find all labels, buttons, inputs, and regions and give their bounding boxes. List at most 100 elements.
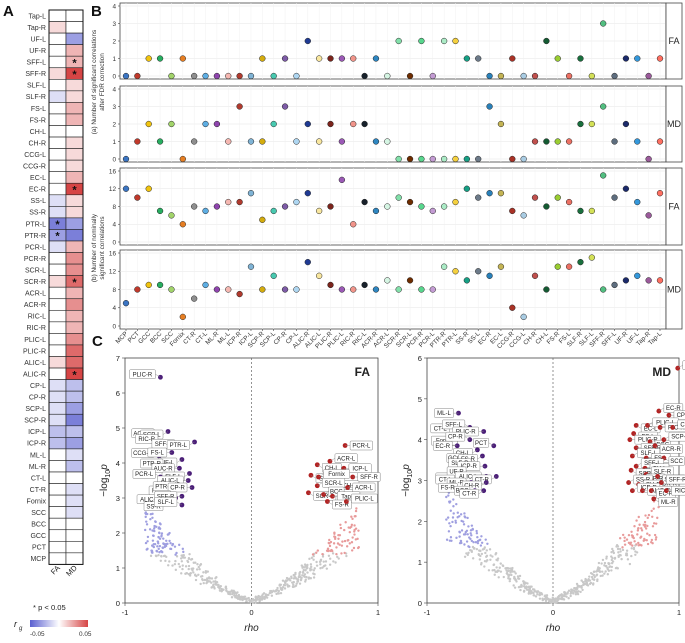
dot-Tap-R	[645, 72, 652, 80]
background-point	[341, 540, 344, 543]
y-tick-label: 16	[109, 250, 117, 257]
dot-ALIC-R	[304, 120, 311, 128]
background-point	[340, 552, 343, 555]
background-point	[331, 552, 335, 555]
background-point	[181, 564, 184, 567]
background-point	[589, 581, 593, 585]
background-point	[275, 592, 278, 596]
background-point	[502, 575, 505, 579]
background-point	[160, 535, 163, 538]
background-point	[644, 523, 647, 526]
background-point	[183, 556, 187, 559]
heatmap-cell	[48, 344, 67, 357]
point-label: CCG-R	[133, 451, 153, 457]
point-label: SCR-L	[316, 494, 335, 500]
y-tick-label: 4	[112, 222, 116, 229]
y-tick-label: 1	[112, 56, 116, 63]
label-leader	[632, 452, 638, 457]
background-point	[541, 598, 544, 602]
background-point	[354, 509, 358, 513]
point-label: SLF-L	[158, 500, 175, 506]
background-point	[155, 525, 158, 528]
background-point	[158, 544, 162, 548]
heatmap-row-label: SLF-L	[27, 83, 46, 90]
heatmap-cell	[65, 229, 84, 242]
background-point	[334, 561, 337, 564]
background-point	[322, 560, 325, 563]
background-point	[157, 547, 160, 551]
point-label-box	[132, 469, 156, 479]
background-point	[237, 595, 240, 598]
dot-SCR-R	[395, 155, 402, 163]
background-point	[296, 579, 300, 582]
background-point	[166, 533, 170, 536]
background-point	[157, 527, 160, 530]
background-point	[513, 586, 517, 589]
background-point	[574, 593, 578, 596]
heatmap-row-label: ML-L	[30, 452, 46, 459]
point-label: PTR-R	[155, 484, 174, 490]
heatmap-cell	[65, 448, 84, 461]
heatmap-row-label: ACR-L	[25, 291, 46, 298]
background-point	[196, 563, 199, 566]
dot-SCC	[168, 72, 175, 80]
background-point	[225, 589, 228, 592]
point-label: ALIC-L	[459, 474, 478, 480]
dot-Tap-L	[656, 190, 664, 197]
heatmap-cell	[48, 471, 67, 484]
highlight-point	[633, 422, 639, 428]
background-point	[347, 526, 350, 529]
background-point	[151, 539, 155, 542]
heatmap-cell	[65, 217, 84, 230]
dot-SLF-R	[577, 207, 584, 215]
background-point	[212, 583, 215, 586]
heatmap-cell	[65, 136, 84, 149]
dot-SFF-R	[600, 20, 607, 27]
background-point	[606, 566, 609, 570]
background-point	[350, 525, 353, 529]
point-label: EC-R	[435, 444, 450, 450]
background-point	[467, 545, 470, 548]
dot-GCC	[145, 55, 152, 62]
background-point	[325, 549, 329, 552]
dot-MCP	[122, 185, 130, 192]
background-point	[596, 569, 600, 573]
background-point	[256, 598, 259, 601]
background-point	[630, 547, 633, 550]
background-point	[328, 544, 332, 548]
background-point	[598, 570, 602, 574]
point-label: EC-R	[666, 406, 681, 412]
heatmap-row-label: FS-L	[31, 106, 46, 113]
y-tick-label: 0	[112, 156, 116, 163]
background-point	[357, 529, 360, 532]
background-point	[495, 566, 498, 569]
background-point	[210, 581, 213, 584]
background-point	[497, 576, 500, 579]
point-label: BCC	[330, 490, 343, 496]
background-point	[168, 560, 171, 563]
dot-SCP-R	[259, 286, 266, 293]
background-point	[478, 538, 482, 542]
dot-ALIC-L	[315, 207, 323, 215]
background-point	[476, 536, 479, 539]
background-point	[538, 592, 542, 595]
point-label: ACR-R	[662, 447, 682, 453]
background-point	[295, 582, 298, 585]
y-tick-label: 4	[116, 459, 120, 468]
background-point	[337, 537, 340, 541]
background-point	[607, 569, 611, 572]
background-point	[527, 591, 531, 594]
dot-PTR-R	[440, 37, 448, 45]
heatmap-cell	[48, 44, 67, 57]
background-point	[321, 555, 325, 558]
heatmap-cell	[48, 448, 67, 461]
point-label: ICP-L	[352, 466, 368, 472]
background-point	[483, 565, 486, 568]
background-point	[486, 542, 489, 545]
background-point	[478, 558, 482, 561]
dot-PTR-R	[440, 155, 448, 163]
point-label: SLF-L	[640, 451, 657, 457]
dot-SS-L	[475, 268, 482, 275]
dot-SS-R	[463, 277, 471, 284]
dot-UF-L	[634, 272, 641, 279]
